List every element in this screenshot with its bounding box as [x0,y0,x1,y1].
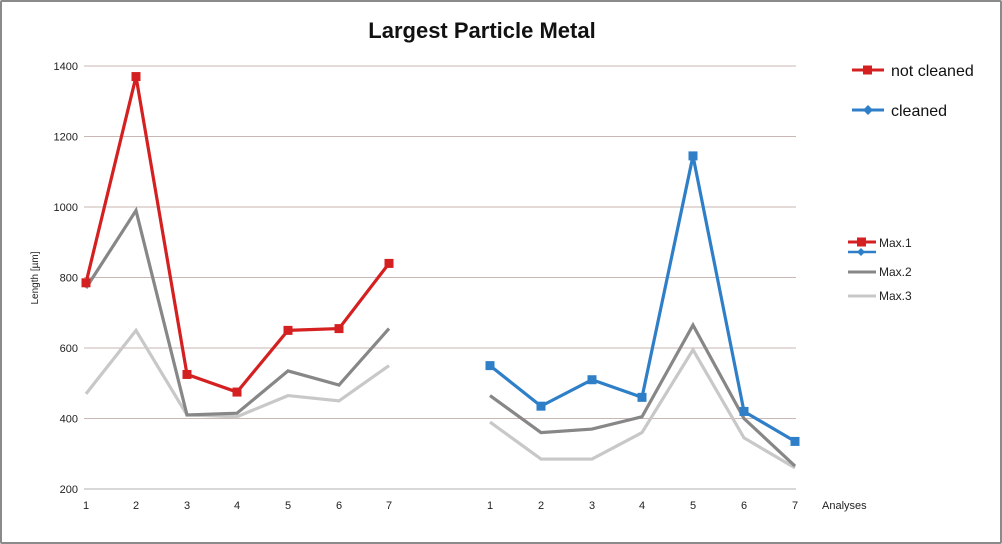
x-tick-label: 5 [285,500,291,512]
y-tick-label: 1200 [54,132,78,144]
y-axis-label: Length [µm] [30,251,41,304]
legend-label: cleaned [891,103,947,120]
series-line [84,327,390,419]
y-ticks: 200 400 600 800 1000 1200 1400 [54,61,78,496]
legend-label: Max.1 [879,236,912,250]
x-axis-label: Analyses [822,500,867,512]
y-tick-label: 800 [60,273,78,285]
x-tick-label: 6 [336,500,342,512]
x-tick-label: 1 [83,500,89,512]
legend-label: not cleaned [891,63,974,80]
data-point [637,392,647,402]
y-tick-label: 400 [60,414,78,426]
data-point [688,151,698,161]
series-line [84,76,391,394]
x-tick-label: 3 [589,500,595,512]
data-point [283,325,293,335]
data-point [131,72,141,82]
chart-title: Largest Particle Metal [368,18,595,43]
x-tick-label: 1 [487,500,493,512]
x-tick-label: 6 [741,500,747,512]
legend-marker [863,105,873,115]
series-line [489,346,796,470]
data-point [232,387,242,397]
x-tick-label: 2 [133,500,139,512]
x-tick-label: 4 [234,500,240,512]
legend-marker [857,237,866,247]
data-point [790,436,800,446]
data-point [587,375,597,385]
x-tick-label: 2 [538,500,544,512]
y-tick-label: 1000 [54,202,78,214]
y-tick-label: 1400 [54,61,78,73]
grid [84,65,796,490]
x-tick-label: 5 [690,500,696,512]
data-point [536,401,546,411]
x-tick-label: 7 [386,500,392,512]
legend-label: Max.2 [879,265,912,279]
data-point [334,324,344,334]
y-tick-label: 600 [60,343,78,355]
data-point [739,406,749,416]
series-line [489,321,797,468]
data-point [81,278,91,288]
y-tick-label: 200 [60,484,78,496]
x-ticks: 1 2 3 4 5 6 7 1 2 3 4 5 6 7 [83,500,798,512]
data-point [182,369,192,379]
legend: not cleaned cleaned Max.1 Max.2 Max.3 [848,63,974,303]
data-point [384,258,394,268]
series-line [84,206,391,417]
series [81,72,800,470]
data-point [485,361,495,371]
x-tick-label: 4 [639,500,645,512]
x-tick-label: 3 [184,500,190,512]
legend-marker [857,248,865,256]
x-tick-label: 7 [792,500,798,512]
legend-marker [863,65,872,75]
legend-label: Max.3 [879,289,912,303]
